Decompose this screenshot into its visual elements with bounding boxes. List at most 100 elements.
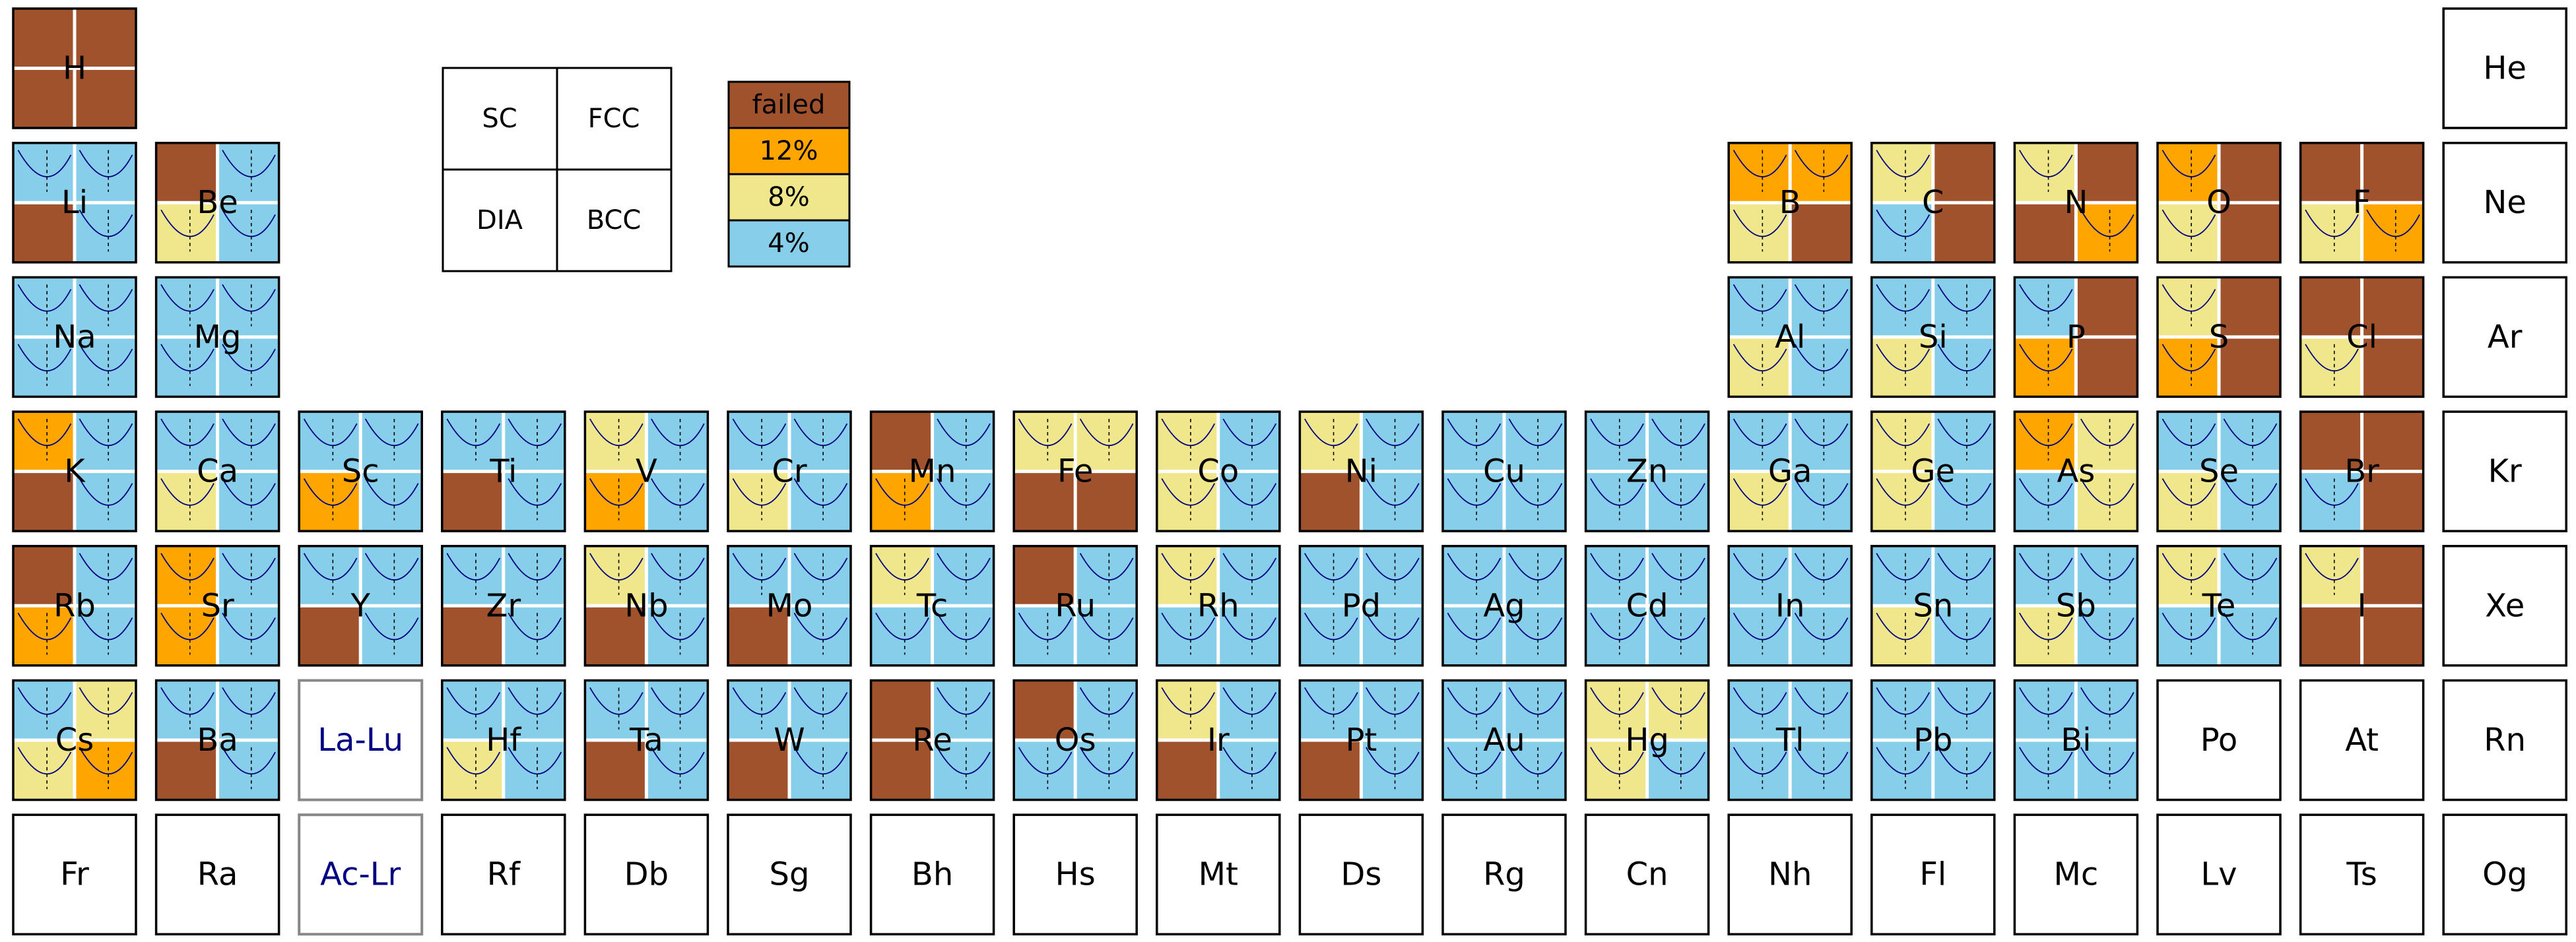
quadrant-dia (2014, 606, 2076, 666)
element-cell-ba: Ba (154, 679, 281, 801)
cell-border (1156, 545, 1281, 667)
cell-border (1727, 276, 1853, 398)
element-symbol: Mg (194, 319, 242, 356)
quadrant-fcc (1932, 142, 1995, 203)
element-cell-k: K (12, 410, 137, 532)
quadrant-bcc (1647, 740, 1709, 800)
energy-curve (1937, 687, 1992, 715)
quadrant-bcc (646, 740, 708, 800)
cell-border (869, 410, 995, 532)
quadrant-dia (2300, 203, 2362, 263)
quadrant-sc (442, 680, 504, 740)
element-symbol: Cs (55, 722, 94, 759)
element-cell-sr: Sr (154, 545, 281, 667)
quadrant-bcc (646, 471, 708, 532)
quadrant-sc (13, 142, 75, 203)
cell-border (2299, 813, 2425, 935)
energy-curve (1079, 553, 1134, 581)
element-cell-br: Br (2299, 410, 2425, 532)
energy-curve (222, 747, 276, 775)
energy-curve (1018, 612, 1073, 641)
quadrant-sc (2300, 412, 2362, 472)
energy-curve (79, 612, 133, 641)
energy-curve (1937, 553, 1992, 581)
cell-border (2013, 813, 2139, 935)
energy-curve (1366, 478, 1420, 506)
cell-border (1584, 679, 1710, 801)
quadrant-sc (2158, 412, 2219, 472)
energy-curve (1733, 344, 1787, 371)
element-cell-w: W (727, 679, 852, 801)
cell-border (2156, 813, 2282, 935)
quadrant-fcc (1361, 680, 1423, 740)
quadrant-dia (156, 606, 218, 666)
quadrant-fcc (1504, 680, 1566, 740)
quadrant-fcc (75, 142, 136, 203)
energy-curve (1733, 418, 1787, 447)
energy-curve (1733, 747, 1787, 775)
energy-curve (1794, 418, 1849, 447)
quadrant-sc (1300, 412, 1362, 472)
element-cell-zn: Zn (1584, 410, 1710, 532)
quadrant-bcc (1790, 606, 1852, 666)
quadrant-dia (1729, 336, 1791, 397)
energy-curve (1590, 687, 1644, 715)
element-symbol: V (636, 453, 657, 490)
quadrant-fcc (2361, 412, 2424, 472)
quadrant-fcc (2076, 142, 2138, 203)
quadrant-bcc (1790, 740, 1852, 800)
element-symbol: Ac-Lr (320, 856, 401, 893)
element-cell-db: Db (583, 813, 710, 935)
element-symbol: I (2358, 587, 2367, 624)
element-symbol: Au (1483, 722, 1525, 759)
cell-border (2156, 141, 2282, 264)
quadrant-dia (1443, 471, 1504, 532)
cell-border (1156, 813, 1281, 935)
element-cell-p: P (2013, 276, 2139, 398)
cell-border (441, 813, 566, 935)
cell-border (2442, 679, 2567, 801)
element-symbol: Nh (1768, 856, 1812, 893)
cell-border (1584, 410, 1710, 532)
energy-curve (1447, 478, 1502, 506)
element-cell-ru: Ru (1012, 545, 1138, 667)
element-cell-pd: Pd (1298, 545, 1424, 667)
cell-border (2013, 276, 2139, 398)
energy-curve (222, 553, 276, 581)
quadrant-dia (2158, 606, 2219, 666)
element-symbol: Cn (1626, 856, 1668, 893)
quadrant-dia (1729, 740, 1791, 800)
quadrant-bcc (1218, 740, 1280, 800)
element-symbol: Rn (2484, 722, 2526, 759)
energy-curve (1447, 687, 1502, 715)
quadrant-dia (156, 336, 218, 397)
cell-border (1012, 545, 1138, 667)
element-symbol: Sb (2056, 587, 2096, 624)
quadrant-bcc (932, 471, 994, 532)
element-cell-rb: Rb (12, 545, 137, 667)
energy-curve (222, 418, 276, 447)
element-cell-fl: Fl (1870, 813, 1996, 935)
quadrant-dia (1729, 606, 1791, 666)
energy-curve (364, 553, 419, 581)
quadrant-sc (13, 412, 75, 472)
element-cell-ts: Ts (2299, 813, 2425, 935)
energy-curve (1079, 612, 1134, 641)
energy-curve (1366, 418, 1420, 447)
cell-border (298, 679, 424, 801)
cell-border (1727, 679, 1853, 801)
quadrant-sc (728, 412, 789, 472)
energy-curve (2080, 418, 2134, 447)
cell-border (12, 679, 137, 801)
energy-curve (2223, 478, 2278, 506)
energy-curve (1222, 553, 1277, 581)
element-symbol: Ni (1345, 453, 1377, 490)
quadrant-dia (442, 740, 504, 800)
energy-curve (222, 612, 276, 641)
quadrant-fcc (1075, 680, 1137, 740)
cell-border (1156, 679, 1281, 801)
element-cell-v: V (583, 410, 710, 532)
quadrant-sc (156, 680, 218, 740)
energy-curve (222, 478, 276, 506)
quadrant-sc (871, 680, 933, 740)
